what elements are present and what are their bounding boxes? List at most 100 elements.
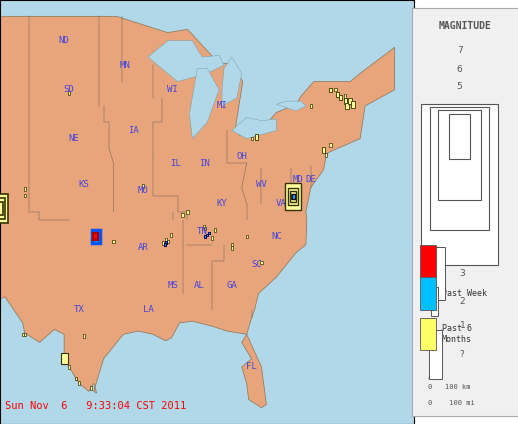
Text: MI: MI — [217, 101, 227, 111]
Bar — [0, 194, 8, 223]
Bar — [97, 238, 100, 242]
Bar — [203, 225, 205, 229]
Bar — [251, 137, 253, 140]
Text: IA: IA — [128, 126, 139, 135]
Bar — [83, 334, 85, 338]
Bar — [231, 243, 233, 246]
Text: FL: FL — [246, 363, 257, 371]
Text: 1: 1 — [459, 321, 465, 330]
Text: WI: WI — [167, 85, 178, 94]
Text: 2: 2 — [459, 297, 465, 306]
Bar — [93, 233, 95, 237]
Bar — [351, 101, 355, 108]
Text: OH: OH — [236, 152, 247, 161]
Bar — [431, 287, 438, 316]
Bar — [322, 147, 325, 153]
Text: NC: NC — [271, 232, 282, 241]
Bar — [343, 98, 347, 104]
Bar — [24, 333, 26, 336]
Text: Sun Nov  6   9:33:04 CST 2011: Sun Nov 6 9:33:04 CST 2011 — [5, 401, 186, 411]
Bar — [211, 236, 213, 240]
Text: SD: SD — [64, 85, 75, 94]
Bar — [93, 233, 98, 240]
Bar — [90, 386, 92, 390]
Text: ?: ? — [459, 350, 464, 359]
Text: AR: AR — [138, 243, 149, 252]
Text: MO: MO — [138, 186, 149, 195]
Text: 7: 7 — [457, 46, 463, 55]
Bar — [261, 261, 263, 264]
Bar — [291, 194, 295, 199]
Bar — [255, 134, 258, 140]
Bar — [344, 95, 347, 98]
Bar — [339, 95, 342, 100]
Bar — [181, 213, 183, 217]
Bar — [75, 377, 77, 380]
Polygon shape — [148, 41, 224, 81]
Bar — [292, 194, 295, 199]
Text: 0   100 km: 0 100 km — [428, 384, 470, 390]
Text: MN: MN — [120, 61, 131, 70]
Bar — [164, 243, 166, 246]
Text: ND: ND — [59, 36, 69, 45]
Bar — [0, 198, 5, 219]
Bar — [186, 210, 189, 214]
Bar — [438, 110, 481, 200]
Bar — [231, 246, 233, 250]
Bar — [162, 241, 164, 245]
Bar — [287, 187, 298, 206]
Bar — [92, 230, 99, 243]
Bar — [207, 234, 208, 236]
Bar — [24, 187, 26, 191]
Bar — [78, 382, 80, 385]
Bar — [420, 318, 436, 350]
Bar — [329, 143, 332, 147]
Bar — [68, 91, 70, 95]
Bar — [204, 226, 206, 230]
Polygon shape — [190, 69, 219, 139]
Bar — [346, 103, 349, 109]
Text: MAGNITUDE: MAGNITUDE — [438, 21, 492, 31]
Bar — [63, 357, 65, 360]
Polygon shape — [222, 57, 242, 106]
Bar — [165, 241, 167, 244]
Text: NE: NE — [68, 134, 79, 143]
Bar — [63, 357, 65, 360]
Polygon shape — [276, 101, 306, 111]
Bar — [208, 232, 210, 234]
Text: Past Week: Past Week — [441, 289, 486, 298]
Bar — [167, 240, 169, 243]
Bar — [348, 98, 352, 104]
Bar — [421, 104, 498, 265]
Bar — [335, 88, 337, 92]
Text: VA: VA — [276, 199, 286, 208]
Text: MD: MD — [293, 175, 304, 184]
Bar — [112, 240, 114, 243]
Bar — [336, 92, 339, 97]
Text: 5: 5 — [457, 82, 463, 91]
Bar — [329, 88, 332, 92]
Bar — [169, 233, 172, 237]
Bar — [430, 107, 489, 230]
Text: KS: KS — [79, 180, 89, 189]
Bar — [324, 153, 327, 157]
Bar — [24, 194, 26, 198]
Bar — [22, 332, 24, 336]
Polygon shape — [0, 16, 395, 408]
Polygon shape — [232, 117, 276, 139]
Bar — [431, 318, 435, 334]
Text: AL: AL — [194, 281, 205, 290]
Text: IN: IN — [199, 159, 210, 167]
Bar — [205, 235, 206, 238]
Text: MS: MS — [167, 281, 178, 290]
Bar — [429, 330, 441, 379]
Text: LA: LA — [142, 305, 153, 314]
Text: GA: GA — [226, 281, 237, 290]
Bar — [449, 114, 470, 159]
Bar — [246, 234, 248, 238]
Text: SC: SC — [251, 259, 262, 269]
Text: DE: DE — [306, 175, 316, 184]
Bar — [420, 277, 436, 310]
Bar — [290, 191, 296, 202]
Text: Past 6
Months: Past 6 Months — [441, 324, 471, 344]
